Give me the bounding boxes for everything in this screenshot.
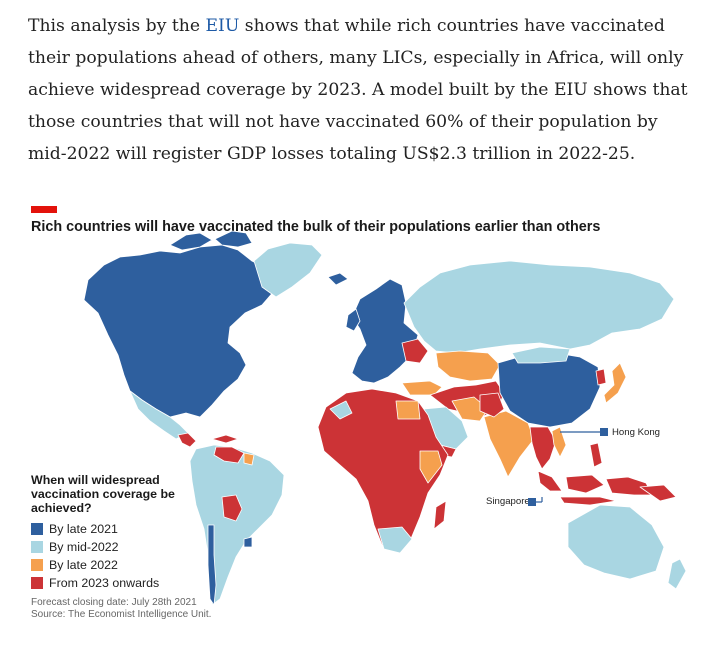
region-egypt <box>395 400 421 420</box>
region-europe <box>351 278 419 384</box>
region-new-zealand <box>667 558 687 590</box>
legend-swatch <box>31 577 43 589</box>
hong-kong-leader-line <box>560 428 608 436</box>
region-south-asia-red <box>479 392 505 418</box>
region-vietnam <box>551 426 567 458</box>
legend-swatch <box>31 523 43 535</box>
legend-label: By mid-2022 <box>49 540 119 554</box>
chart-source: Source: The Economist Intelligence Unit. <box>31 609 212 620</box>
article-paragraph: This analysis by the EIU shows that whil… <box>28 10 698 170</box>
legend-label: By late 2022 <box>49 558 118 572</box>
chart-title: Rich countries will have vaccinated the … <box>31 219 601 235</box>
legend-swatch <box>31 541 43 553</box>
region-philippines <box>589 442 603 468</box>
hong-kong-label: Hong Kong <box>612 427 661 438</box>
region-india <box>483 410 535 478</box>
region-greenland <box>253 242 323 298</box>
region-north-africa-mid <box>329 400 353 420</box>
region-australia <box>567 504 665 580</box>
legend-item-2023-onwards: From 2023 onwards <box>31 574 191 592</box>
chart-footnote: Forecast closing date: July 28th 2021 So… <box>31 597 211 621</box>
world-map <box>83 230 687 606</box>
region-horn-africa <box>419 450 443 484</box>
legend-label: From 2023 onwards <box>49 576 160 590</box>
region-mongolia <box>511 346 571 364</box>
legend-title: When will widespread vaccination coverag… <box>31 473 175 515</box>
eiu-link[interactable]: EIU <box>205 16 240 36</box>
region-chile <box>207 524 217 606</box>
map-legend: When will widespread vaccination coverag… <box>31 473 191 592</box>
region-arctic-islands <box>169 230 253 251</box>
economist-red-bar <box>31 206 57 213</box>
forecast-closing-date: Forecast closing date: July 28th 2021 <box>31 597 197 608</box>
region-turkey <box>401 380 443 396</box>
region-central-america <box>177 432 239 448</box>
region-venezuela <box>213 446 245 464</box>
region-indonesia <box>537 470 653 506</box>
singapore-label: Singapore <box>486 496 530 507</box>
region-russia <box>403 260 675 354</box>
region-bolivia-paraguay <box>221 494 243 522</box>
region-papua <box>639 484 677 502</box>
region-guianas <box>243 452 255 466</box>
region-south-america <box>189 444 285 606</box>
article-text-intro: This analysis by the <box>28 16 206 36</box>
region-korea <box>595 368 607 386</box>
region-southern-africa <box>377 526 413 554</box>
vaccination-map-chart: Rich countries will have vaccinated the … <box>0 195 709 635</box>
region-iran <box>451 396 489 422</box>
article-text-body: shows that while rich countries have vac… <box>28 16 688 164</box>
legend-label: By late 2021 <box>49 522 118 536</box>
region-uruguay <box>243 536 253 548</box>
legend-item-late-2021: By late 2021 <box>31 520 191 538</box>
region-canada-usa <box>83 244 276 418</box>
region-eastern-europe <box>401 338 429 364</box>
singapore-leader-line <box>528 497 543 506</box>
region-southeast-asia <box>529 426 557 470</box>
region-iceland <box>327 272 349 286</box>
legend-item-late-2022: By late 2022 <box>31 556 191 574</box>
region-central-asia <box>435 350 501 382</box>
legend-item-mid-2022: By mid-2022 <box>31 538 191 556</box>
region-madagascar <box>433 500 447 530</box>
region-africa <box>317 388 449 552</box>
region-uk <box>345 308 361 332</box>
region-japan <box>603 362 627 404</box>
legend-swatch <box>31 559 43 571</box>
